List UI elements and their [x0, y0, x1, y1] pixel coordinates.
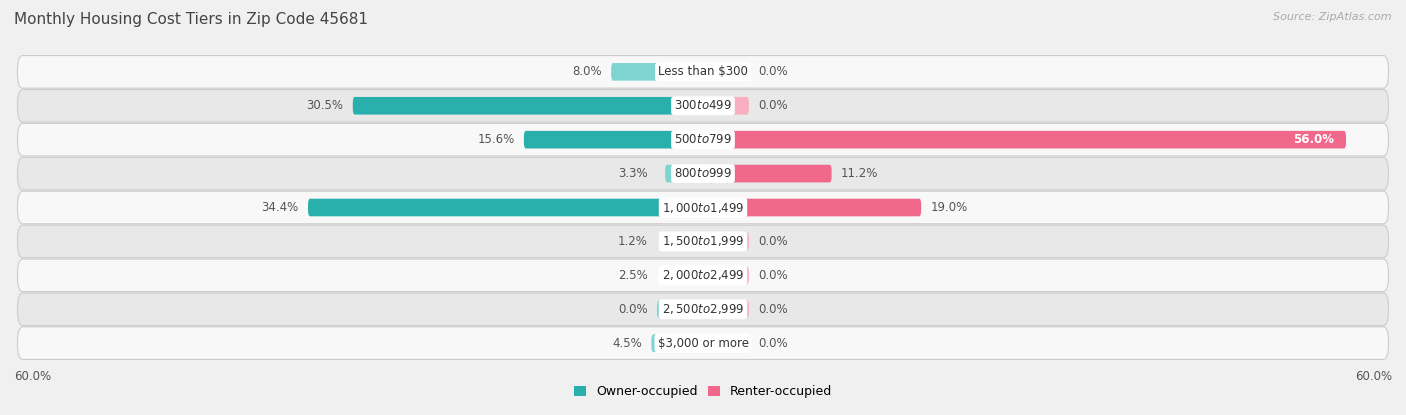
- Text: 0.0%: 0.0%: [758, 337, 787, 350]
- FancyBboxPatch shape: [17, 191, 1389, 224]
- Text: 3.3%: 3.3%: [619, 167, 648, 180]
- FancyBboxPatch shape: [703, 63, 749, 81]
- Text: $500 to $799: $500 to $799: [673, 133, 733, 146]
- FancyBboxPatch shape: [17, 259, 1389, 292]
- FancyBboxPatch shape: [675, 266, 703, 284]
- Text: $1,000 to $1,499: $1,000 to $1,499: [662, 200, 744, 215]
- FancyBboxPatch shape: [703, 97, 749, 115]
- Text: 8.0%: 8.0%: [572, 65, 602, 78]
- FancyBboxPatch shape: [17, 56, 1389, 88]
- Text: $2,500 to $2,999: $2,500 to $2,999: [662, 302, 744, 316]
- Text: 15.6%: 15.6%: [478, 133, 515, 146]
- Text: 11.2%: 11.2%: [841, 167, 879, 180]
- Text: Monthly Housing Cost Tiers in Zip Code 45681: Monthly Housing Cost Tiers in Zip Code 4…: [14, 12, 368, 27]
- Text: $1,500 to $1,999: $1,500 to $1,999: [662, 234, 744, 249]
- Text: 34.4%: 34.4%: [262, 201, 299, 214]
- Text: 0.0%: 0.0%: [758, 303, 787, 316]
- Text: 2.5%: 2.5%: [619, 269, 648, 282]
- FancyBboxPatch shape: [17, 123, 1389, 156]
- FancyBboxPatch shape: [703, 131, 1346, 149]
- FancyBboxPatch shape: [665, 165, 703, 183]
- FancyBboxPatch shape: [651, 334, 703, 352]
- FancyBboxPatch shape: [657, 300, 703, 318]
- FancyBboxPatch shape: [703, 300, 749, 318]
- FancyBboxPatch shape: [17, 327, 1389, 359]
- Text: Source: ZipAtlas.com: Source: ZipAtlas.com: [1274, 12, 1392, 22]
- FancyBboxPatch shape: [703, 199, 921, 216]
- FancyBboxPatch shape: [524, 131, 703, 149]
- Text: 0.0%: 0.0%: [619, 303, 648, 316]
- FancyBboxPatch shape: [612, 63, 703, 81]
- Text: $3,000 or more: $3,000 or more: [658, 337, 748, 350]
- Text: 0.0%: 0.0%: [758, 65, 787, 78]
- Text: 56.0%: 56.0%: [1294, 133, 1334, 146]
- FancyBboxPatch shape: [17, 90, 1389, 122]
- Text: $2,000 to $2,499: $2,000 to $2,499: [662, 269, 744, 282]
- Legend: Owner-occupied, Renter-occupied: Owner-occupied, Renter-occupied: [568, 380, 838, 403]
- FancyBboxPatch shape: [17, 293, 1389, 325]
- Text: 1.2%: 1.2%: [619, 235, 648, 248]
- Text: $800 to $999: $800 to $999: [673, 167, 733, 180]
- Text: 0.0%: 0.0%: [758, 269, 787, 282]
- FancyBboxPatch shape: [703, 334, 749, 352]
- FancyBboxPatch shape: [703, 266, 749, 284]
- Text: 4.5%: 4.5%: [613, 337, 643, 350]
- Text: 30.5%: 30.5%: [307, 99, 343, 112]
- Text: Less than $300: Less than $300: [658, 65, 748, 78]
- FancyBboxPatch shape: [17, 157, 1389, 190]
- FancyBboxPatch shape: [308, 199, 703, 216]
- FancyBboxPatch shape: [703, 232, 749, 250]
- FancyBboxPatch shape: [353, 97, 703, 115]
- Text: $300 to $499: $300 to $499: [673, 99, 733, 112]
- Text: 60.0%: 60.0%: [14, 370, 51, 383]
- Text: 0.0%: 0.0%: [758, 99, 787, 112]
- FancyBboxPatch shape: [689, 232, 703, 250]
- FancyBboxPatch shape: [17, 225, 1389, 258]
- FancyBboxPatch shape: [703, 165, 831, 183]
- Text: 60.0%: 60.0%: [1355, 370, 1392, 383]
- Text: 19.0%: 19.0%: [931, 201, 967, 214]
- Text: 0.0%: 0.0%: [758, 235, 787, 248]
